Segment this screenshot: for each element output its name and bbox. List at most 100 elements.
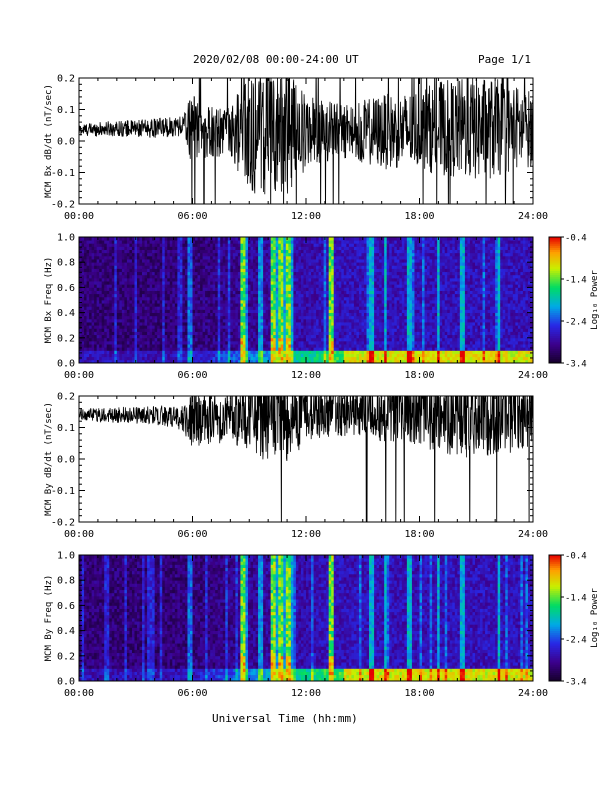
- heatmap-cell: [351, 290, 355, 295]
- heatmap-cell: [250, 318, 254, 323]
- heatmap-cell: [220, 322, 224, 326]
- heatmap-cell: [273, 284, 277, 288]
- heatmap-cell: [207, 318, 211, 323]
- heatmap-cell: [187, 265, 191, 269]
- heatmap-cell: [293, 287, 297, 291]
- heatmap-cell: [288, 287, 292, 291]
- heatmap-cell: [187, 344, 191, 348]
- heatmap-cell: [109, 284, 113, 288]
- heatmap-cell: [114, 306, 118, 310]
- heatmap-cell: [164, 265, 168, 269]
- heatmap-cell: [81, 237, 85, 241]
- heatmap-cell: [106, 243, 110, 247]
- heatmap-cell: [101, 331, 105, 336]
- heatmap-cell: [144, 249, 148, 254]
- heatmap-cell: [356, 268, 360, 273]
- y-tick-label: 0.2: [57, 74, 75, 85]
- heatmap-cell: [172, 356, 176, 361]
- heatmap-cell: [177, 306, 181, 310]
- heatmap-cell: [131, 277, 135, 282]
- heatmap-cell: [106, 300, 110, 304]
- heatmap-cell: [104, 318, 108, 323]
- heatmap-cell: [96, 243, 100, 247]
- heatmap-cell: [328, 271, 332, 276]
- heatmap-cell: [323, 337, 327, 342]
- heatmap-cell: [157, 344, 161, 348]
- heatmap-cell: [187, 240, 191, 244]
- heatmap-cell: [157, 356, 161, 361]
- heatmap-cell: [338, 265, 342, 269]
- heatmap-cell: [86, 296, 90, 301]
- heatmap-cell: [351, 293, 355, 298]
- heatmap-cell: [371, 331, 375, 336]
- heatmap-cell: [192, 340, 196, 345]
- heatmap-cell: [341, 284, 345, 288]
- heatmap-cell: [139, 328, 143, 332]
- heatmap-cell: [295, 255, 299, 260]
- heatmap-cell: [361, 325, 365, 329]
- heatmap-cell: [275, 340, 279, 345]
- heatmap-cell: [323, 328, 327, 332]
- heatmap-cell: [288, 344, 292, 348]
- heatmap-cell: [356, 312, 360, 317]
- heatmap-cell: [295, 331, 299, 336]
- heatmap-cell: [131, 255, 135, 260]
- heatmap-cell: [164, 353, 168, 358]
- heatmap-cell: [134, 265, 138, 269]
- heatmap-cell: [111, 337, 115, 342]
- heatmap-cell: [84, 290, 87, 295]
- heatmap-cell: [225, 306, 229, 310]
- heatmap-cell: [96, 325, 100, 329]
- heatmap-cell: [235, 293, 239, 298]
- heatmap-cell: [275, 255, 279, 260]
- heatmap-cell: [177, 337, 181, 342]
- heatmap-cell: [227, 281, 231, 285]
- heatmap-cell: [187, 259, 191, 263]
- heatmap-cell: [119, 243, 123, 247]
- heatmap-cell: [114, 290, 118, 295]
- heatmap-cell: [159, 252, 163, 257]
- heatmap-cell: [270, 284, 274, 288]
- heatmap-cell: [119, 237, 123, 241]
- heatmap-cell: [268, 337, 272, 342]
- heatmap-cell: [162, 259, 166, 263]
- heatmap-cell: [366, 274, 370, 279]
- heatmap-cell: [131, 237, 135, 241]
- heatmap-cell: [106, 303, 110, 307]
- heatmap-cell: [270, 246, 274, 250]
- heatmap-cell: [172, 277, 176, 282]
- heatmap-cell: [81, 262, 85, 266]
- heatmap-cell: [202, 255, 206, 260]
- heatmap-cell: [245, 293, 249, 298]
- heatmap-cell: [179, 255, 183, 260]
- heatmap-cell: [116, 300, 120, 304]
- heatmap-cell: [99, 359, 103, 364]
- heatmap-cell: [318, 337, 322, 342]
- heatmap-cell: [323, 334, 327, 339]
- heatmap-cell: [167, 255, 171, 260]
- heatmap-cell: [149, 296, 153, 301]
- heatmap-cell: [139, 359, 143, 364]
- heatmap-cell: [225, 284, 229, 288]
- heatmap-cell: [298, 337, 302, 342]
- heatmap-cell: [162, 331, 166, 336]
- heatmap-cell: [258, 315, 261, 320]
- heatmap-cell: [263, 344, 267, 348]
- heatmap-cell: [247, 274, 251, 279]
- x-tick-label: 24:00: [518, 211, 548, 222]
- heatmap-cell: [159, 356, 163, 361]
- heatmap-cell: [212, 243, 216, 247]
- heatmap-cell: [215, 246, 219, 250]
- heatmap-cell: [157, 296, 161, 301]
- heatmap-cell: [227, 290, 231, 295]
- heatmap-cell: [341, 309, 345, 313]
- heatmap-cell: [253, 287, 256, 291]
- heatmap-cell: [328, 325, 332, 329]
- heatmap-cell: [351, 303, 355, 307]
- heatmap-cell: [137, 340, 140, 345]
- heatmap-cell: [121, 274, 125, 279]
- heatmap-cell: [152, 325, 156, 329]
- heatmap-cell: [283, 312, 287, 317]
- heatmap-cell: [242, 259, 246, 263]
- heatmap-cell: [109, 290, 113, 295]
